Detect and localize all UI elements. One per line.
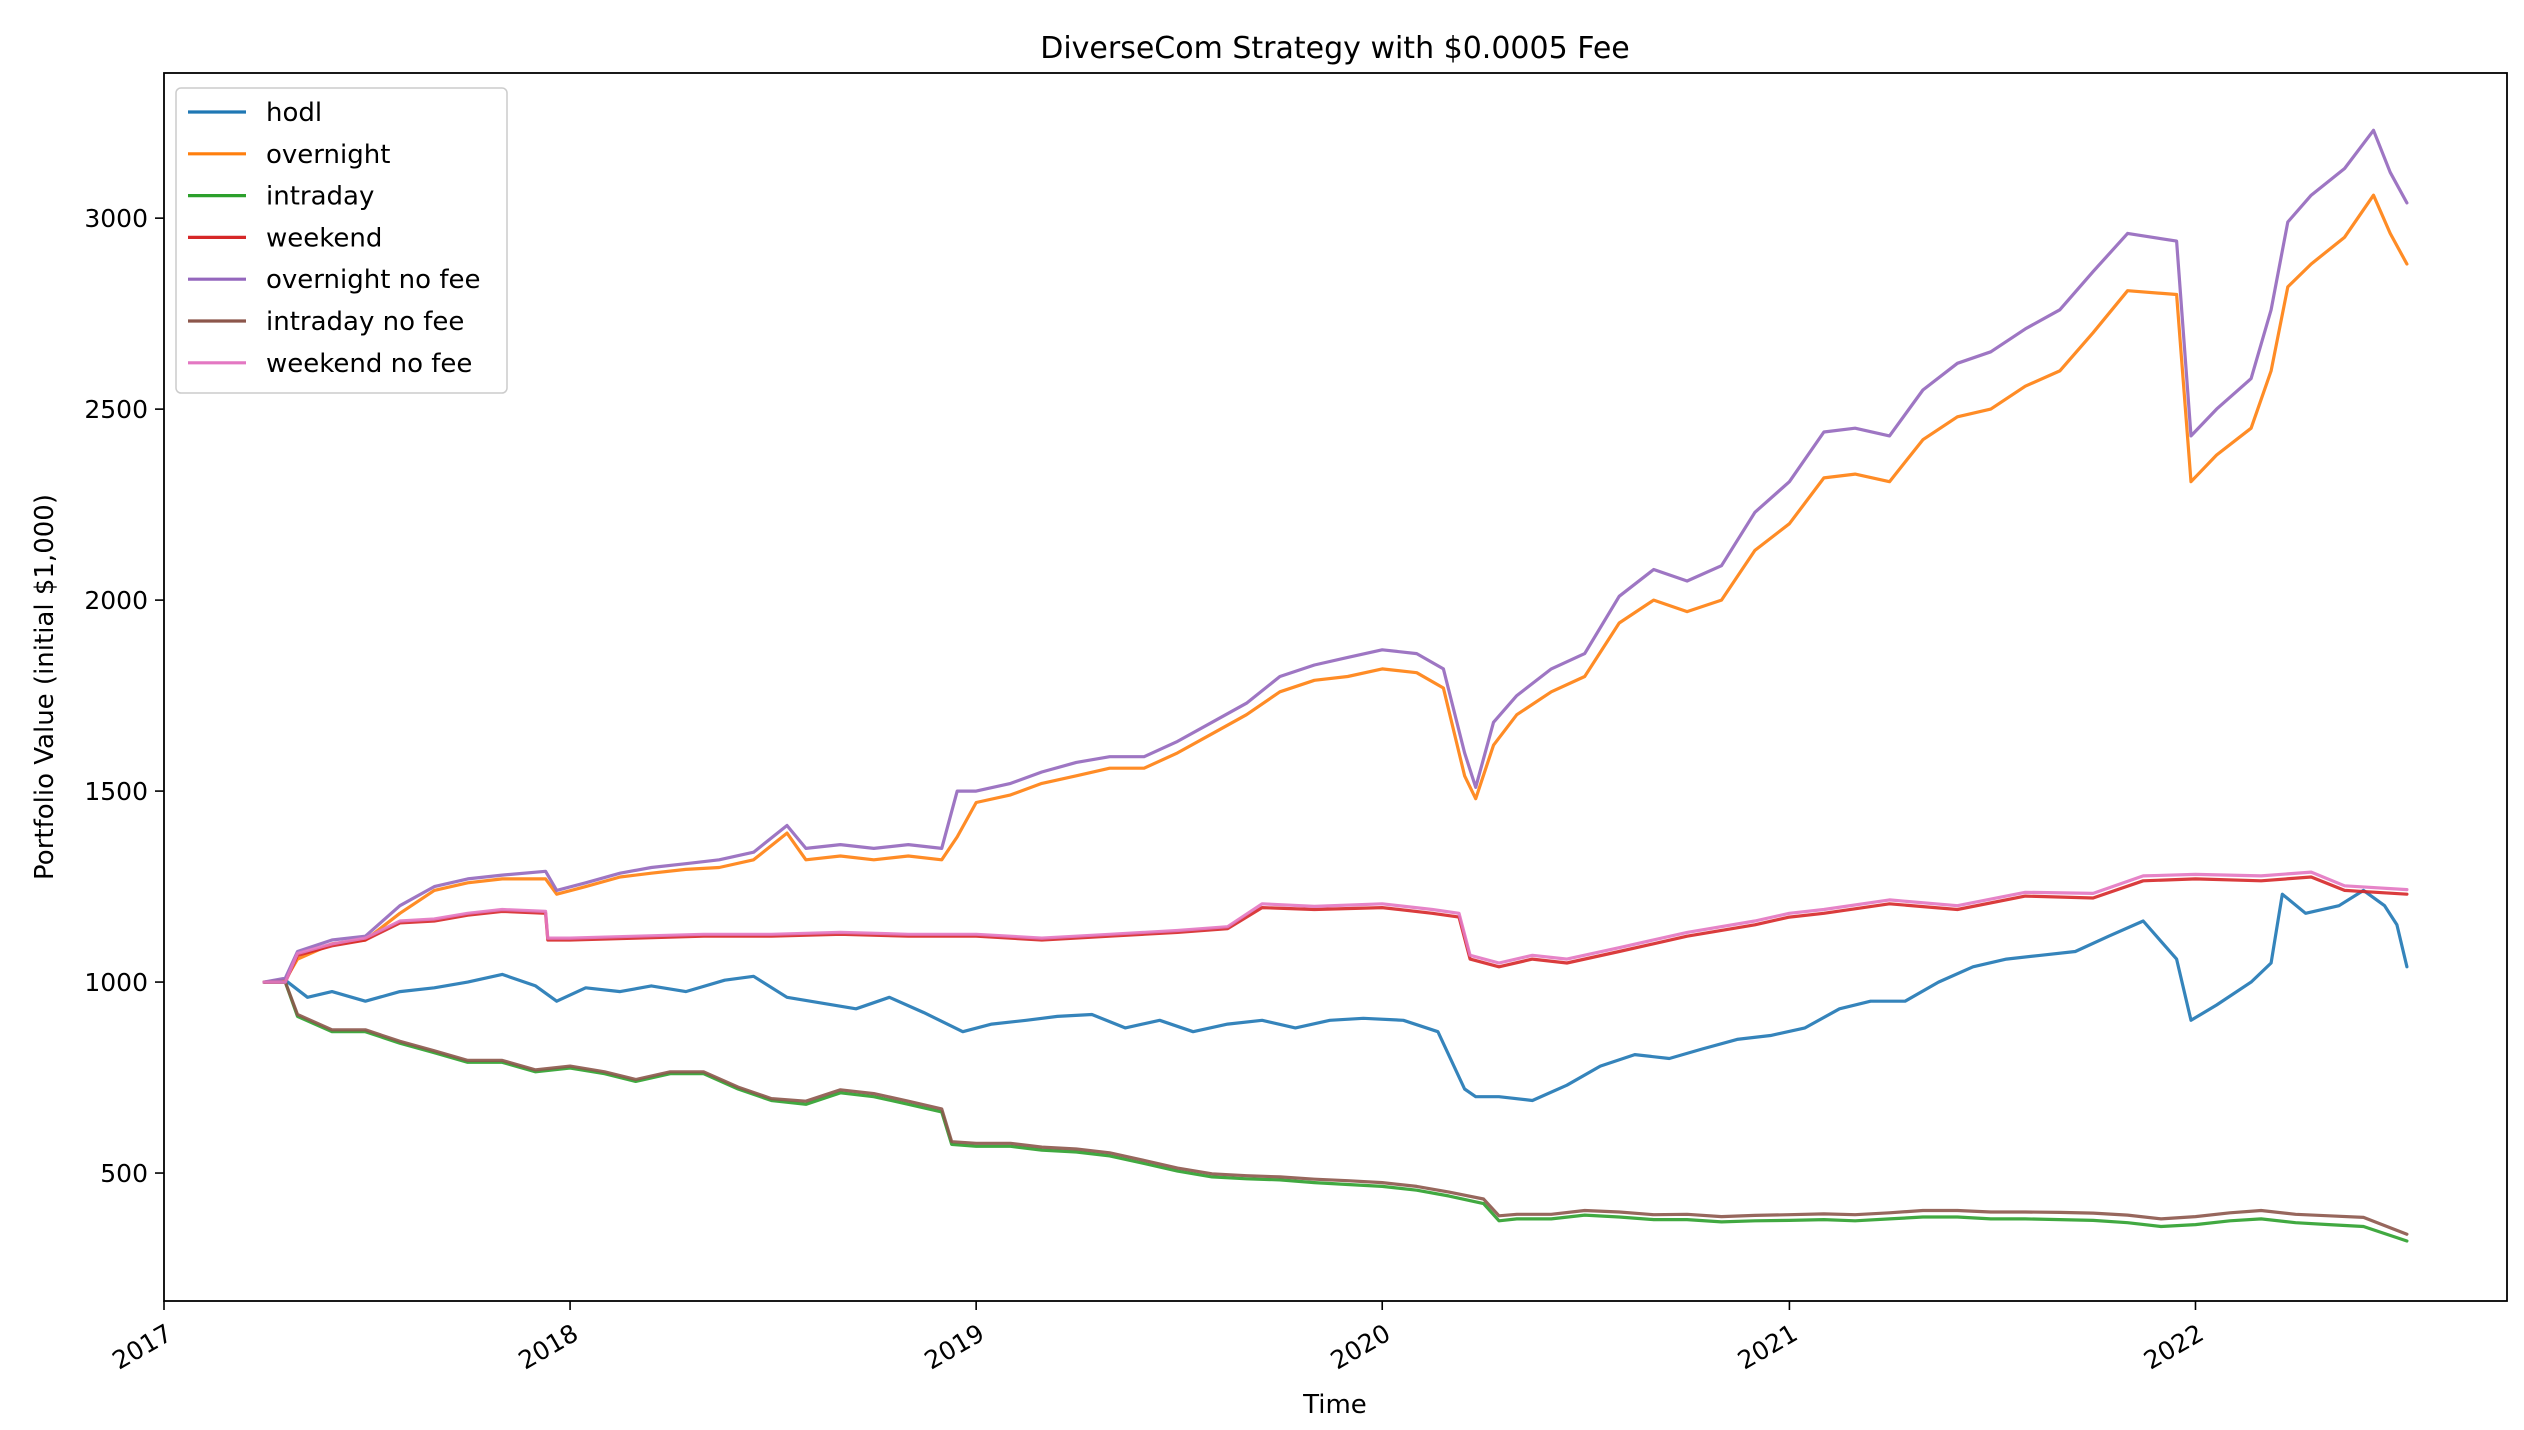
legend-box bbox=[175, 87, 508, 394]
series-line-overnight bbox=[262, 193, 2409, 984]
y-axis-label: Portfolio Value (initial $1,000) bbox=[30, 494, 60, 880]
legend-label: intraday bbox=[266, 182, 374, 212]
y-tick-label: 500 bbox=[100, 1159, 148, 1188]
y-axis: 500 1000 1500 2000 2500 3000 bbox=[84, 204, 164, 1188]
y-tick-label: 1000 bbox=[84, 968, 148, 997]
series-line-overnight-no-fee bbox=[262, 128, 2409, 984]
legend-label: overnight no fee bbox=[266, 265, 480, 295]
legend-label: intraday no fee bbox=[266, 307, 464, 337]
legend-label: weekend bbox=[266, 223, 382, 253]
legend: hodl overnight intraday weekend overnight no… bbox=[175, 87, 508, 394]
x-axis-label: Time bbox=[1302, 1390, 1367, 1420]
series-line-weekend bbox=[262, 875, 2409, 984]
legend-label: hodl bbox=[266, 98, 322, 128]
legend-label: overnight bbox=[266, 140, 390, 170]
series-line-weekend-no-fee bbox=[262, 870, 2409, 984]
y-tick-label: 3000 bbox=[84, 204, 148, 233]
series-line-hodl bbox=[262, 888, 2409, 1103]
y-tick-label: 1500 bbox=[84, 777, 148, 806]
axes-frame bbox=[163, 72, 2508, 1302]
series-layer bbox=[262, 128, 2409, 1243]
y-tick-label: 2000 bbox=[84, 586, 148, 615]
plot-area bbox=[163, 72, 2508, 1302]
chart-title: DiverseCom Strategy with $0.0005 Fee bbox=[1040, 31, 1630, 66]
y-tick-label: 2500 bbox=[84, 395, 148, 424]
series-line-intraday-no-fee bbox=[262, 980, 2409, 1236]
series-line-intraday bbox=[262, 980, 2409, 1243]
legend-label: weekend no fee bbox=[266, 349, 472, 379]
legend-items: hodl overnight intraday weekend overnight no… bbox=[188, 98, 480, 379]
